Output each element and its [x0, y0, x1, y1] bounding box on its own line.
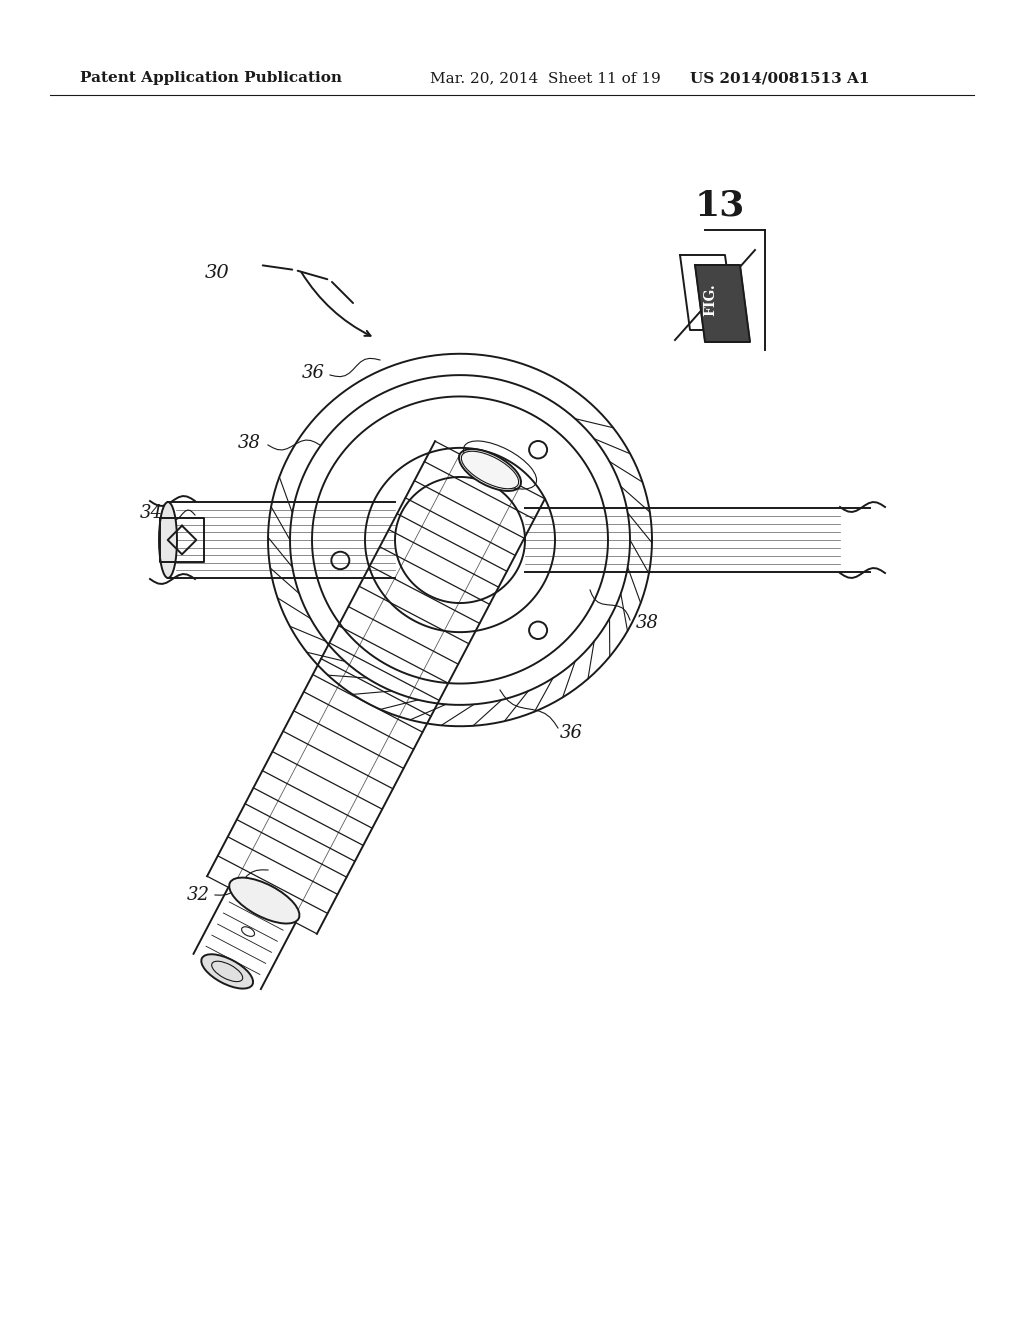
Text: 38: 38 [636, 614, 659, 632]
Ellipse shape [462, 451, 519, 488]
Ellipse shape [202, 954, 253, 989]
Polygon shape [695, 265, 750, 342]
Text: 32: 32 [187, 886, 210, 904]
Ellipse shape [159, 502, 177, 578]
Text: US 2014/0081513 A1: US 2014/0081513 A1 [690, 71, 869, 84]
Text: 36: 36 [560, 723, 583, 742]
Text: 30: 30 [205, 264, 229, 282]
Text: Mar. 20, 2014  Sheet 11 of 19: Mar. 20, 2014 Sheet 11 of 19 [430, 71, 660, 84]
Text: 36: 36 [302, 364, 325, 381]
Text: FIG.: FIG. [703, 284, 717, 317]
Ellipse shape [229, 878, 299, 924]
Text: 34: 34 [140, 504, 163, 521]
Text: Patent Application Publication: Patent Application Publication [80, 71, 342, 84]
Text: 13: 13 [694, 187, 745, 222]
Text: 38: 38 [238, 434, 261, 451]
Ellipse shape [459, 449, 521, 491]
